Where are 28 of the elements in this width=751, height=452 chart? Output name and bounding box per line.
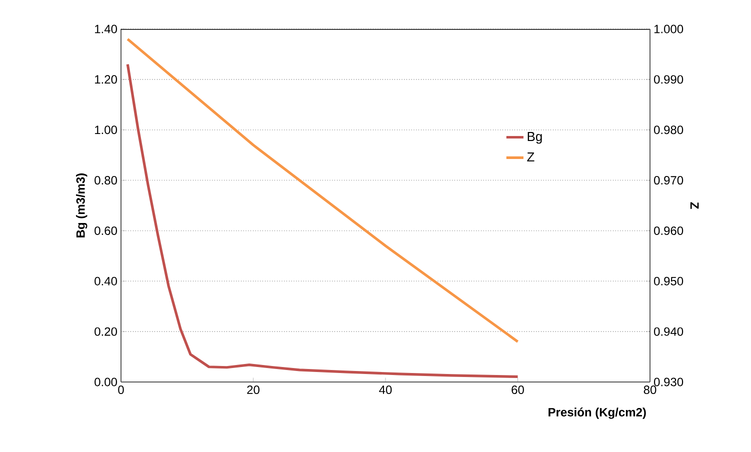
y-tick-label: 0.00 (94, 378, 118, 386)
x-tick-label: 80 (644, 386, 656, 394)
y2-tick-label: 0.980 (654, 126, 684, 134)
y-tick-label: 0.60 (94, 226, 118, 235)
y-tick-label: 0.40 (94, 276, 118, 286)
y-tick-label: 0.80 (94, 176, 118, 185)
y-axis-title: Bg (m3/m3) (76, 173, 88, 238)
x-axis-title: Presión (Kg/cm2) (548, 408, 646, 419)
x-tick-label: 0 (118, 386, 124, 394)
x-tick-label: 60 (512, 386, 524, 394)
y2-tick-label: 0.990 (654, 75, 684, 84)
line-series (126, 62, 520, 378)
y2-tick-label: 0.940 (654, 327, 684, 336)
legend-label: Z (527, 152, 534, 162)
x-tick-label: 40 (379, 386, 392, 394)
x-tick-label: 20 (247, 386, 260, 394)
y2-axis-title: Z (690, 202, 699, 209)
y2-tick-label: 1.000 (654, 24, 684, 34)
y2-tick-label: 0.950 (654, 276, 684, 286)
y-tick-label: 1.20 (95, 75, 118, 84)
y2-tick-label: 0.930 (654, 378, 684, 386)
line-series (126, 38, 520, 343)
y2-tick-label: 0.960 (654, 226, 684, 235)
legend-label: Bg (528, 132, 542, 144)
y-tick-label: 1.00 (95, 126, 118, 134)
y2-tick-label: 0.970 (654, 176, 684, 185)
y-tick-label: 0.20 (94, 327, 118, 336)
y-tick-label: 1.40 (95, 24, 118, 34)
